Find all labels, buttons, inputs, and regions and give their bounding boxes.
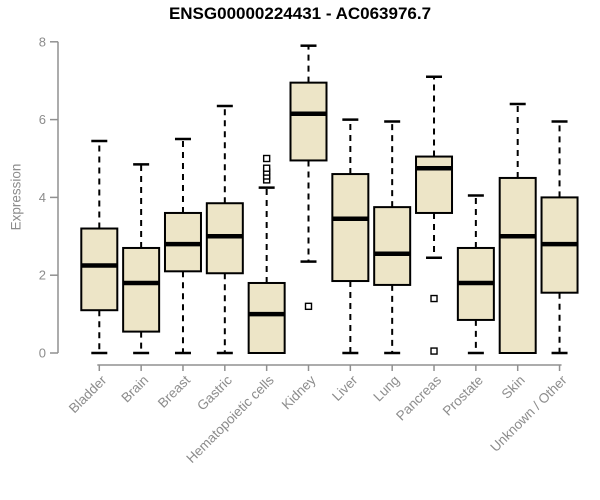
iqr-box (331, 173, 370, 283)
iqr-box (122, 246, 161, 333)
boxplot-group-pancreas (415, 75, 454, 355)
y-tick-label: 2 (39, 268, 46, 283)
outlier-marker (304, 302, 313, 311)
x-category-label: Lung (370, 373, 402, 405)
x-category-label: Gastric (194, 372, 235, 413)
y-tick-label: 8 (39, 34, 46, 49)
boxplot-group-kidney (289, 44, 328, 311)
chart-title: ENSG00000224431 - AC063976.7 (168, 4, 432, 23)
boxplot-group-lung (373, 120, 412, 355)
x-category-label: Unknown / Other (487, 372, 570, 455)
iqr-box (80, 227, 119, 312)
boxplot-group-unknown-other (540, 120, 579, 355)
iqr-box (415, 155, 454, 214)
boxplot-group-hematopoietic-cells (247, 154, 286, 355)
iqr-box (498, 176, 537, 354)
x-category-label: Kidney (279, 372, 319, 412)
y-tick-label: 4 (39, 190, 46, 205)
y-tick-label: 6 (39, 112, 46, 127)
iqr-box (373, 206, 412, 286)
boxplot-group-brain (122, 163, 161, 355)
x-category-label: Breast (155, 372, 193, 410)
outlier-marker (262, 154, 271, 163)
iqr-box (289, 81, 328, 162)
x-category-label: Bladder (66, 372, 110, 416)
boxplot-group-gastric (205, 104, 244, 355)
outlier-marker (262, 164, 271, 172)
outlier-marker (430, 294, 438, 303)
x-category-label: Liver (329, 372, 361, 404)
iqr-box (247, 281, 286, 355)
x-category-label: Prostate (440, 373, 486, 419)
y-tick-label: 0 (39, 346, 46, 361)
x-category-label: Pancreas (393, 372, 444, 423)
boxplot-group-liver (331, 118, 370, 355)
boxplot-group-prostate (456, 194, 495, 355)
boxplot-group-bladder (80, 139, 119, 355)
outlier-marker (430, 347, 438, 355)
boxplot-group-skin (498, 102, 537, 354)
x-category-label: Brain (118, 373, 151, 406)
boxplot-group-breast (163, 137, 202, 355)
x-category-label: Skin (499, 373, 528, 402)
